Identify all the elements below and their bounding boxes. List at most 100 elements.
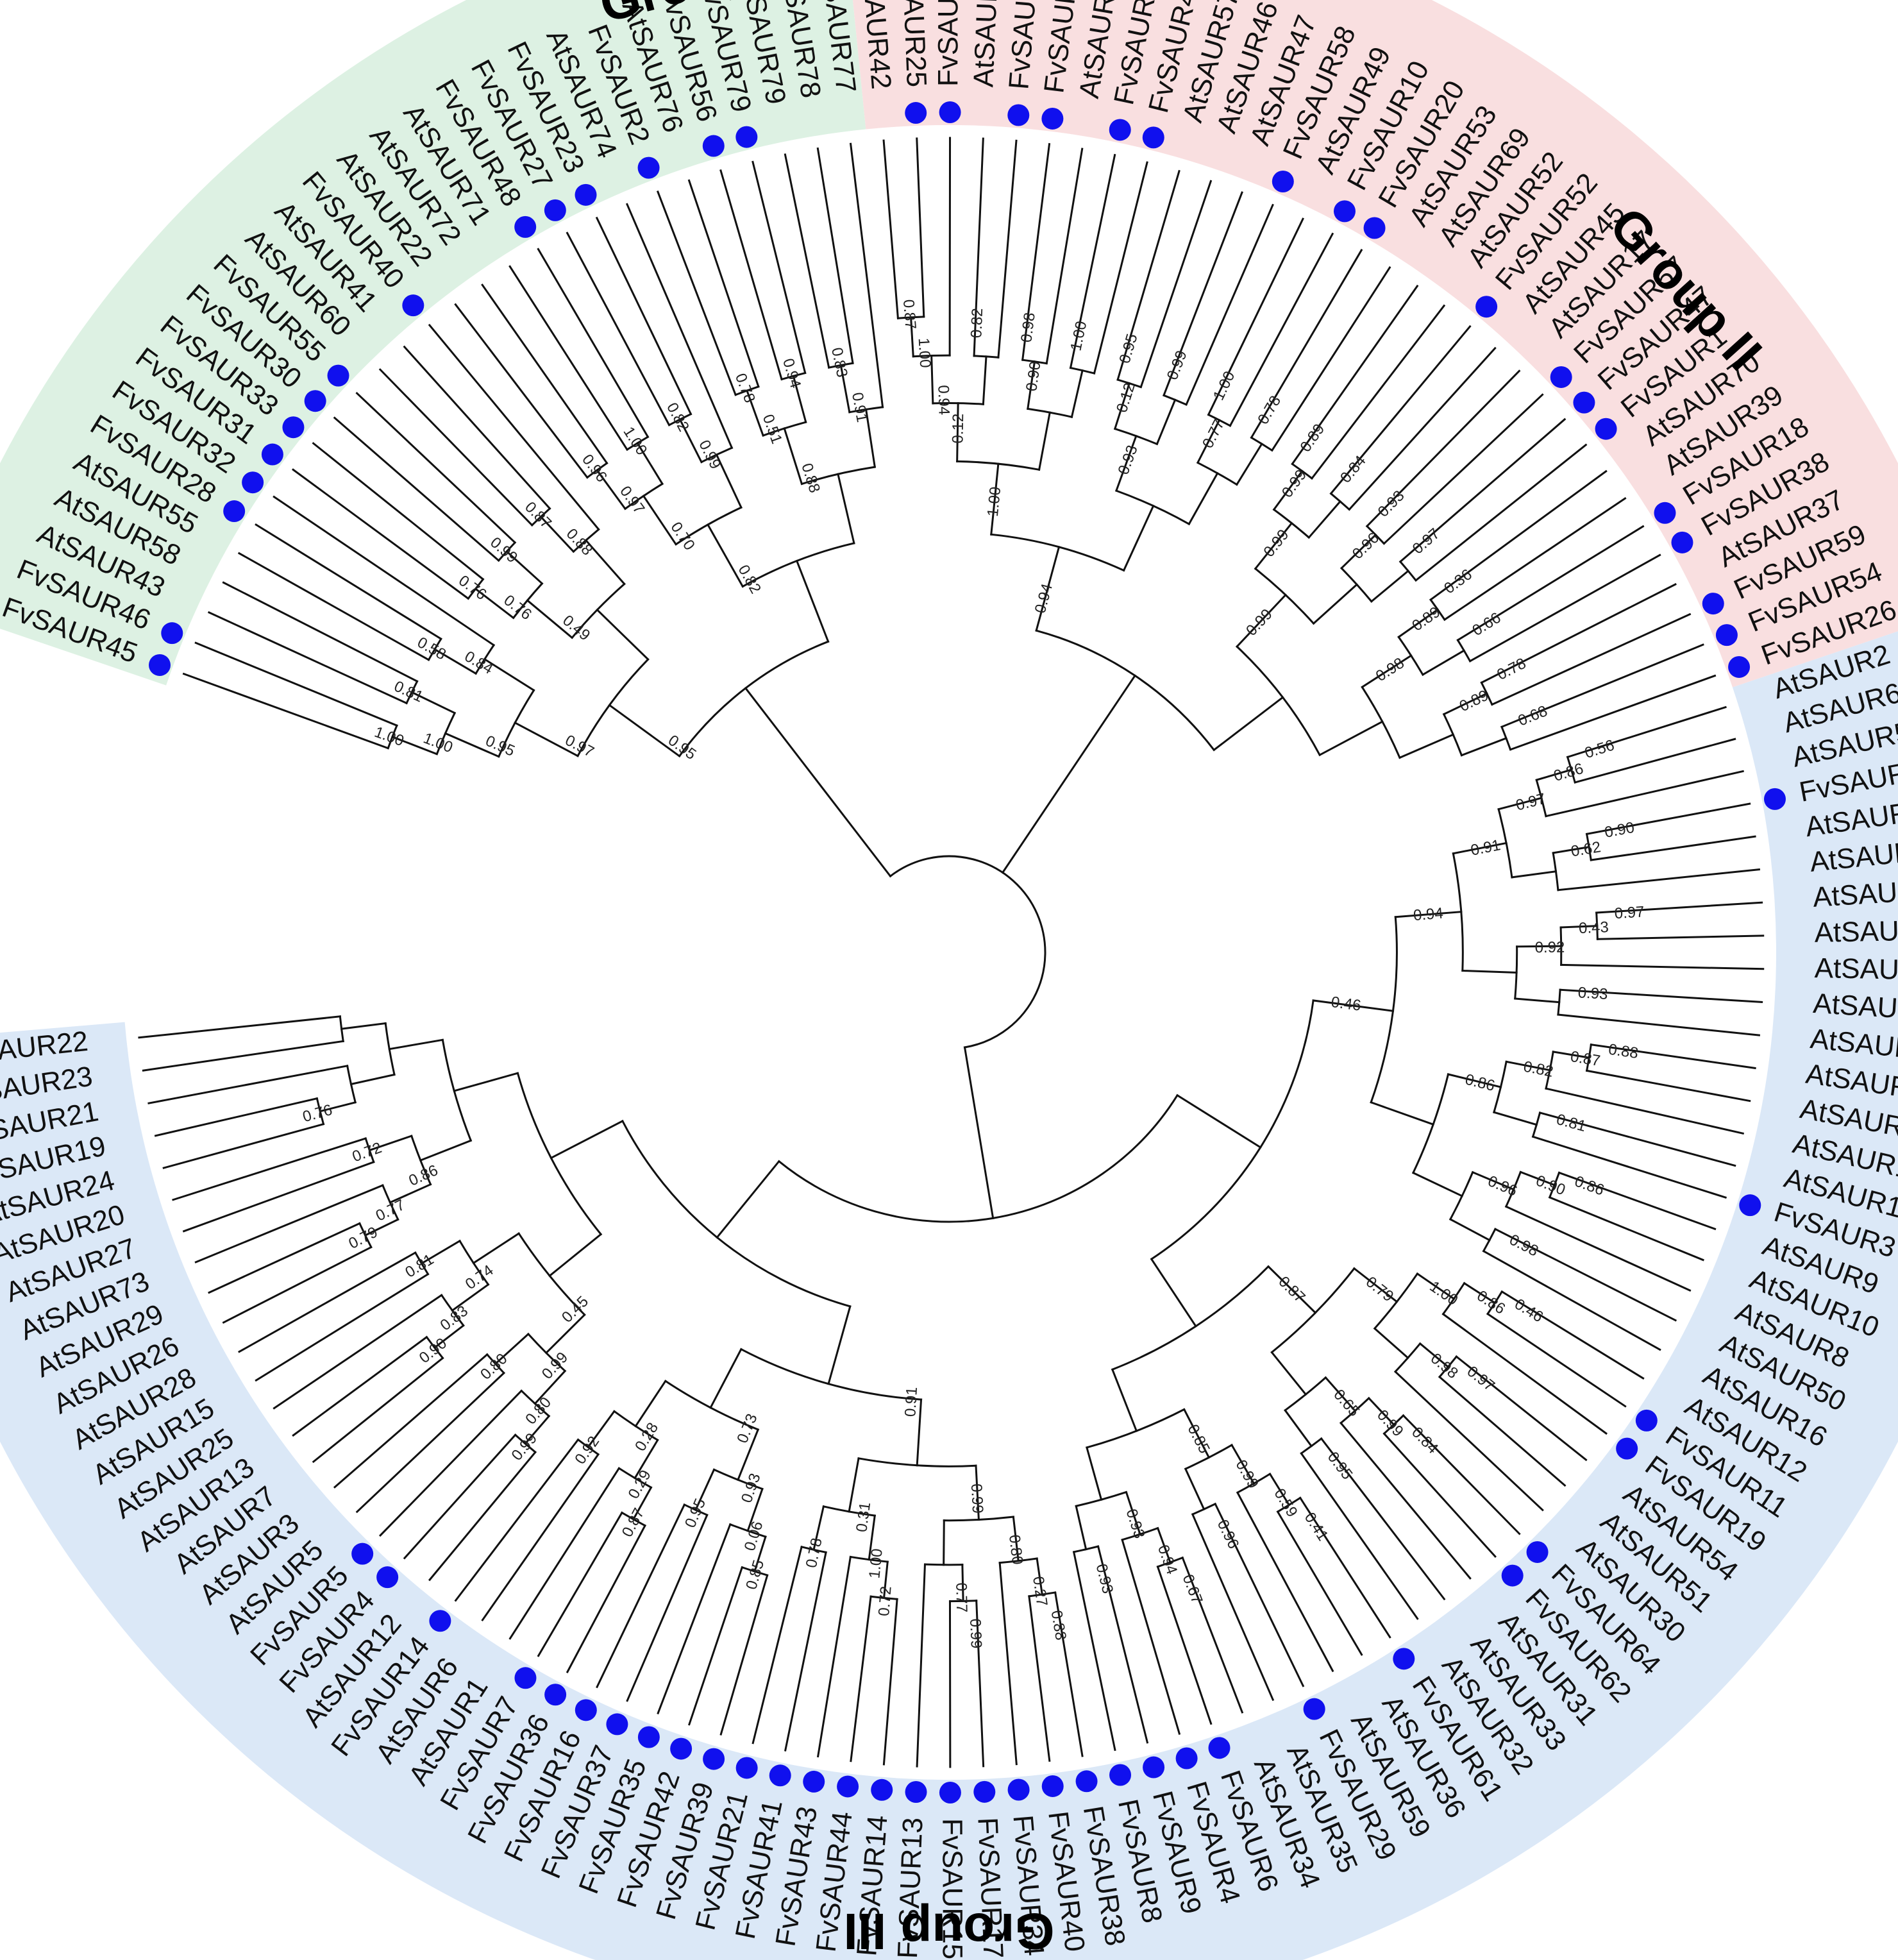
bootstrap-value: 0.98 bbox=[1506, 1231, 1541, 1260]
bootstrap-value: 0.70 bbox=[667, 519, 698, 553]
branch bbox=[1468, 553, 1661, 663]
bootstrap-value: 0.84 bbox=[462, 648, 496, 678]
branch bbox=[333, 416, 500, 562]
bootstrap-value: 0.72 bbox=[350, 1139, 384, 1165]
branch bbox=[848, 1457, 860, 1513]
branch bbox=[1340, 533, 1377, 570]
branch bbox=[1559, 925, 1599, 929]
branch bbox=[508, 1467, 621, 1640]
branch bbox=[1511, 870, 1558, 879]
branch bbox=[222, 1246, 373, 1324]
fvsaur-marker bbox=[544, 1684, 567, 1706]
fvsaur-marker bbox=[837, 1775, 859, 1798]
fvsaur-marker bbox=[871, 1778, 893, 1801]
branch bbox=[1268, 1473, 1291, 1507]
fvsaur-marker bbox=[803, 1770, 825, 1793]
branch bbox=[656, 190, 737, 396]
branch bbox=[548, 1233, 603, 1278]
branch bbox=[537, 248, 650, 439]
branch bbox=[1585, 1069, 1751, 1102]
branch bbox=[419, 1139, 473, 1162]
branch bbox=[1418, 1342, 1450, 1369]
branch bbox=[634, 1380, 667, 1428]
branch bbox=[1236, 1491, 1334, 1673]
branch bbox=[998, 1561, 1018, 1766]
branch bbox=[1037, 411, 1052, 471]
branch bbox=[1482, 1249, 1661, 1351]
branch bbox=[1421, 649, 1466, 677]
branch bbox=[1486, 1312, 1627, 1408]
fvsaur-marker bbox=[1333, 200, 1356, 223]
fvsaur-marker bbox=[1272, 170, 1294, 192]
bootstrap-value: 0.27 bbox=[1029, 1575, 1050, 1607]
bootstrap-value: 0.87 bbox=[1569, 1048, 1601, 1070]
branch bbox=[237, 552, 430, 661]
bootstrap-values: 1.00 0.81 1.00 0.58 0.84 0.95 0.76 0.99 0.76 0.87… bbox=[301, 299, 1645, 1649]
fvsaur-marker bbox=[327, 364, 349, 387]
branch bbox=[182, 672, 390, 750]
bootstrap-value: 0.93 bbox=[1577, 984, 1608, 1003]
branch bbox=[626, 1514, 709, 1702]
bootstrap-value: 0.46 bbox=[1330, 993, 1362, 1015]
fvsaur-marker bbox=[1595, 418, 1617, 440]
bootstrap-value: 0.95 bbox=[1116, 332, 1141, 365]
bootstrap-value: 0.78 bbox=[803, 1537, 826, 1569]
branch bbox=[1560, 963, 1765, 970]
branch bbox=[238, 1251, 417, 1353]
bootstrap-value: 0.94 bbox=[934, 385, 952, 415]
branch bbox=[1188, 471, 1219, 526]
branch bbox=[355, 391, 517, 545]
bootstrap-value: 0.99 bbox=[1164, 348, 1191, 382]
branch bbox=[1414, 443, 1588, 582]
fvsaur-marker bbox=[735, 126, 758, 148]
bootstrap-value: 0.87 bbox=[900, 299, 920, 330]
fvsaur-marker bbox=[282, 416, 305, 439]
branch bbox=[349, 1073, 396, 1086]
bootstrap-value: 0.99 bbox=[695, 437, 724, 472]
branch bbox=[1324, 1376, 1357, 1412]
branch bbox=[508, 265, 629, 452]
branch bbox=[1207, 217, 1304, 416]
branch bbox=[1213, 696, 1284, 752]
branch bbox=[378, 1389, 523, 1537]
fvsaur-marker bbox=[544, 199, 566, 221]
branch bbox=[1072, 1551, 1116, 1752]
branch bbox=[566, 232, 671, 427]
branch bbox=[1113, 382, 1131, 430]
branch bbox=[678, 418, 703, 464]
bootstrap-value: 0.76 bbox=[301, 1101, 334, 1126]
fvsaur-marker bbox=[1573, 391, 1595, 414]
bootstrap-value: 0.80 bbox=[522, 1394, 555, 1428]
branch bbox=[973, 137, 984, 357]
bootstrap-value: 0.81 bbox=[391, 678, 426, 706]
branch bbox=[1596, 934, 1765, 940]
branch bbox=[1214, 1502, 1305, 1687]
branch bbox=[753, 1535, 767, 1573]
branch bbox=[719, 169, 783, 381]
branch bbox=[524, 1414, 551, 1446]
bootstrap-value: 0.81 bbox=[1554, 1111, 1588, 1135]
branch bbox=[1471, 1170, 1515, 1191]
bootstrap-value: 0.93 bbox=[1093, 1562, 1117, 1596]
bootstrap-value: 0.93 bbox=[1115, 443, 1141, 477]
bootstrap-value: 0.74 bbox=[462, 1262, 497, 1293]
branch bbox=[1329, 325, 1472, 495]
branch bbox=[997, 139, 1018, 359]
group-band-iii bbox=[0, 631, 1898, 1960]
fvsaur-marker bbox=[1763, 788, 1786, 810]
branch bbox=[916, 1398, 923, 1467]
branch bbox=[1254, 521, 1293, 570]
group-title-iii: Group III bbox=[844, 1903, 1055, 1960]
branch bbox=[1291, 284, 1419, 466]
branch bbox=[792, 375, 807, 423]
branch bbox=[982, 355, 987, 405]
bootstrap-value: 0.85 bbox=[1184, 1422, 1213, 1457]
branch bbox=[1480, 583, 1677, 684]
fvsaur-marker bbox=[702, 135, 725, 157]
branch bbox=[910, 316, 914, 358]
fvsaur-marker bbox=[429, 1610, 451, 1632]
fvsaur-marker bbox=[1109, 119, 1131, 141]
branch bbox=[1163, 191, 1243, 397]
branch bbox=[1312, 583, 1359, 625]
bootstrap-value: 1.00 bbox=[1210, 369, 1239, 403]
